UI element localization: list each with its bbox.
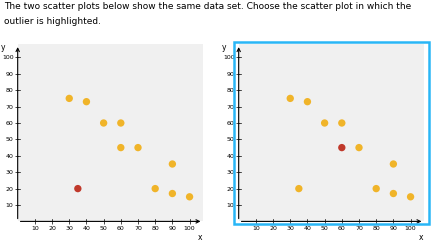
Point: [390, 192, 397, 196]
Point: [390, 162, 397, 166]
Point: [321, 121, 328, 125]
Point: [287, 96, 294, 100]
Point: [117, 146, 124, 150]
Text: x: x: [198, 233, 202, 242]
Point: [338, 121, 345, 125]
Point: [134, 146, 141, 150]
Point: [295, 187, 302, 191]
Point: [152, 187, 159, 191]
Point: [83, 100, 90, 104]
Point: [407, 195, 414, 199]
Text: outlier is highlighted.: outlier is highlighted.: [4, 17, 101, 26]
Point: [373, 187, 380, 191]
Point: [186, 195, 193, 199]
Text: y: y: [222, 43, 227, 52]
Point: [100, 121, 107, 125]
Point: [169, 162, 176, 166]
Text: The two scatter plots below show the same data set. Choose the scatter plot in w: The two scatter plots below show the sam…: [4, 2, 412, 12]
Text: y: y: [1, 43, 6, 52]
Point: [169, 192, 176, 196]
Point: [117, 121, 124, 125]
Point: [66, 96, 73, 100]
Point: [304, 100, 311, 104]
Point: [74, 187, 81, 191]
Point: [355, 146, 362, 150]
Point: [338, 146, 345, 150]
Text: x: x: [419, 233, 423, 242]
